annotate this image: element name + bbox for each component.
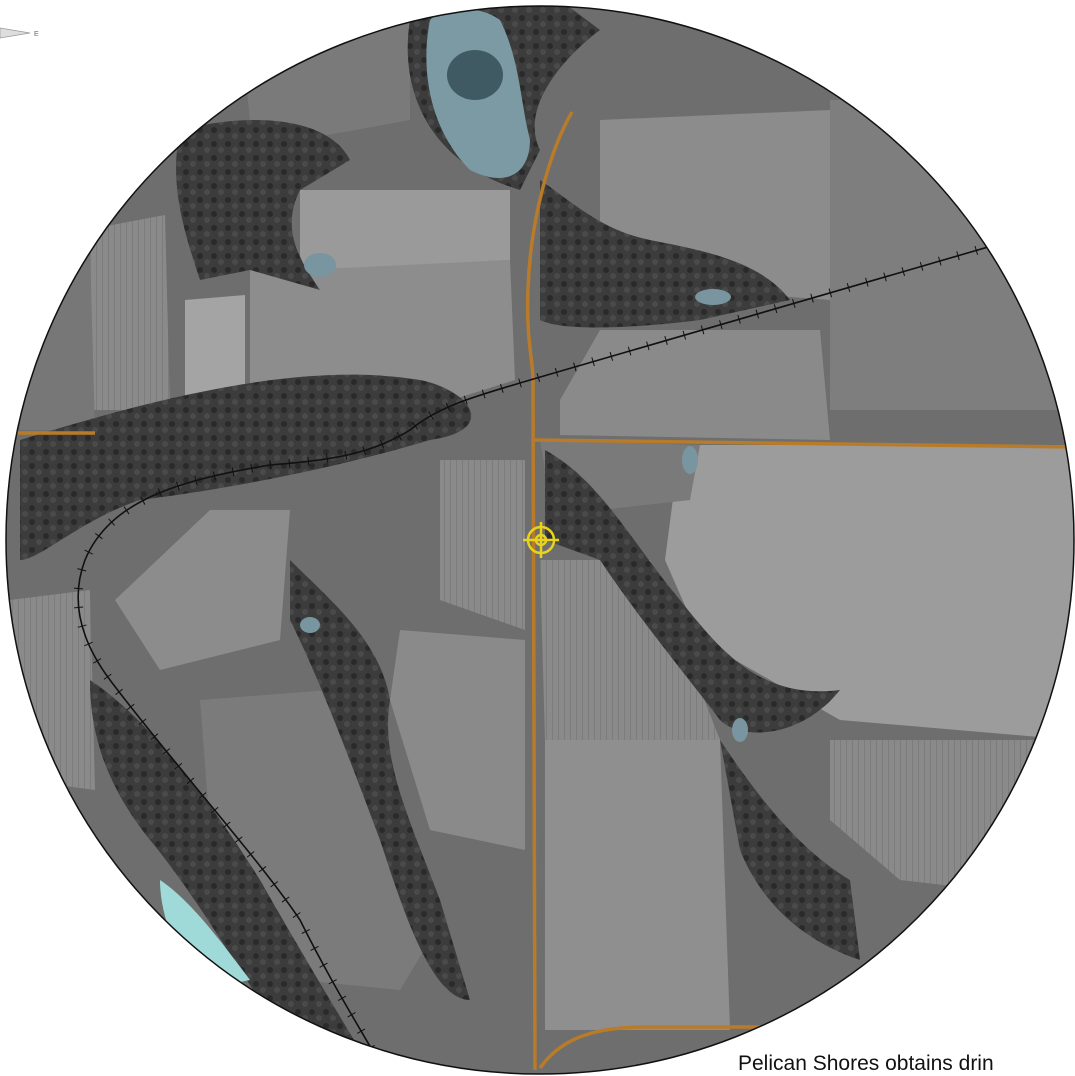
compass-label: E xyxy=(34,31,39,38)
map-boundary xyxy=(5,5,1075,1075)
caption: Pelican Shores obtains drin xyxy=(738,1052,994,1075)
railway xyxy=(73,240,997,1058)
roads xyxy=(15,111,1074,1071)
location-marker xyxy=(523,522,559,558)
compass: E xyxy=(0,27,39,39)
